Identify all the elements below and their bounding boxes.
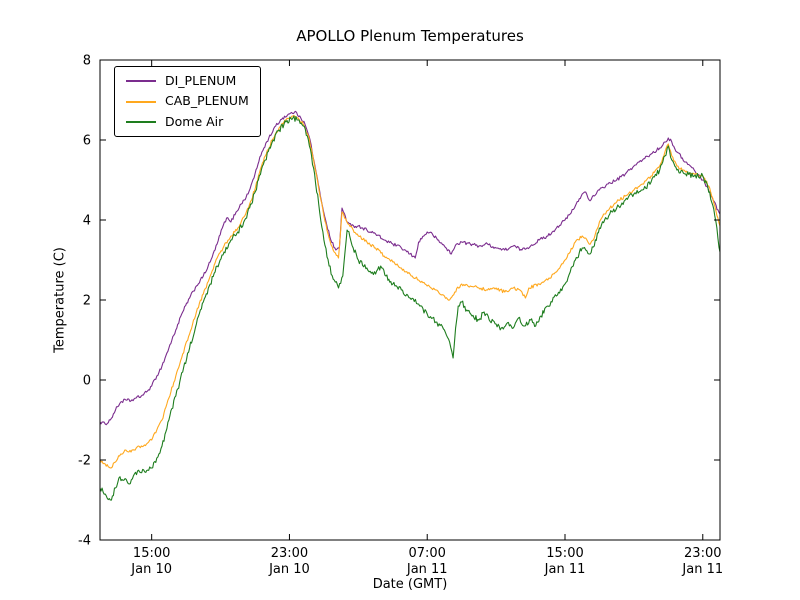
chart-title: APOLLO Plenum Temperatures (296, 27, 524, 45)
svg-text:2: 2 (83, 294, 91, 309)
svg-text:6: 6 (83, 134, 91, 149)
svg-text:4: 4 (83, 214, 91, 229)
legend-item: Dome Air (126, 113, 249, 129)
legend-label: DI_PLENUM (165, 73, 237, 88)
svg-text:Jan 11: Jan 11 (544, 562, 586, 577)
dome-air-line-swatch (126, 120, 156, 123)
di-plenum-line-swatch (126, 80, 156, 83)
svg-text:07:00: 07:00 (408, 546, 445, 561)
cab-plenum-line-swatch (126, 100, 156, 103)
svg-text:-2: -2 (78, 454, 91, 469)
svg-text:23:00: 23:00 (684, 546, 721, 561)
x-axis-label: Date (GMT) (372, 577, 448, 592)
svg-text:-4: -4 (78, 534, 91, 549)
svg-text:0: 0 (83, 374, 91, 389)
legend-item: CAB_PLENUM (126, 93, 249, 109)
svg-text:15:00: 15:00 (546, 546, 583, 561)
legend-label: Dome Air (165, 113, 224, 129)
svg-text:Jan 11: Jan 11 (681, 562, 723, 577)
svg-text:Jan 10: Jan 10 (268, 562, 310, 577)
y-axis-label: Temperature (C) (52, 247, 68, 353)
legend-label: CAB_PLENUM (165, 93, 249, 109)
svg-text:15:00: 15:00 (133, 546, 170, 561)
svg-text:Jan 11: Jan 11 (406, 562, 448, 577)
svg-text:8: 8 (83, 54, 91, 69)
svg-text:23:00: 23:00 (271, 546, 308, 561)
svg-text:Jan 10: Jan 10 (130, 562, 172, 577)
legend: DI_PLENUM CAB_PLENUM Dome Air (114, 66, 261, 138)
legend-item: DI_PLENUM (126, 73, 249, 88)
